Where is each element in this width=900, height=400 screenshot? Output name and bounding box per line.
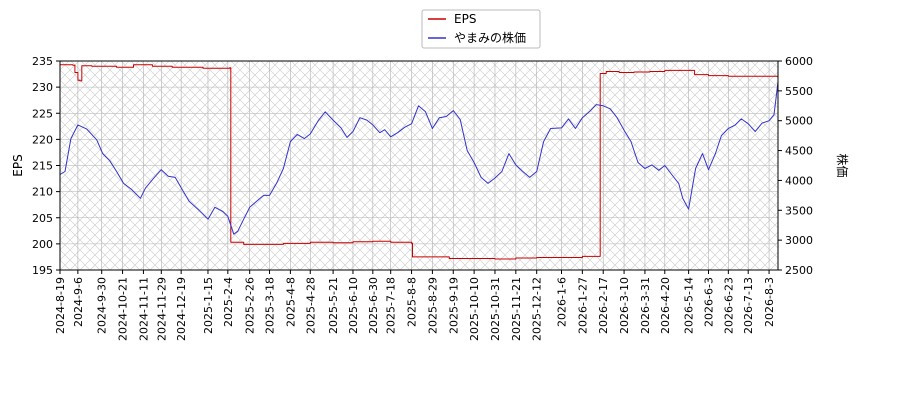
- x-tick-label: 2024-9-6: [72, 277, 85, 327]
- left-tick-label: 210: [32, 186, 53, 199]
- x-tick-label: 2025-1-15: [202, 277, 215, 334]
- left-axis-title: EPS: [11, 154, 25, 176]
- right-tick-label: 4500: [785, 145, 813, 158]
- x-tick-label: 2025-10-31: [489, 277, 502, 341]
- x-tick-label: 2025-2-4: [222, 277, 235, 327]
- x-tick-label: 2025-8-29: [426, 277, 439, 334]
- legend: EPS やまみの株価: [421, 9, 541, 49]
- x-tick-label: 2026-6-23: [722, 277, 735, 334]
- right-tick-label: 4000: [785, 174, 813, 187]
- x-tick-label: 2025-12-12: [531, 277, 544, 341]
- x-tick-label: 2025-6-10: [347, 277, 360, 334]
- legend-box: [421, 9, 541, 49]
- right-tick-label: 3000: [785, 234, 813, 247]
- x-tick-label: 2026-7-13: [742, 277, 755, 334]
- x-tick-label: 2026-8-3: [763, 277, 776, 327]
- right-tick-label: 5500: [785, 85, 813, 98]
- x-tick-label: 2025-3-18: [264, 277, 277, 334]
- x-tick-label: 2025-2-26: [244, 277, 257, 334]
- x-tick-label: 2025-5-21: [327, 277, 340, 334]
- x-tick-label: 2025-4-28: [304, 277, 317, 334]
- right-tick-label: 2500: [785, 264, 813, 277]
- x-tick-label: 2026-3-31: [639, 277, 652, 334]
- x-axis: 2024-8-19 2024-9-6 2024-9-30 2024-10-21 2024…: [54, 270, 776, 341]
- legend-label-eps: EPS: [454, 12, 476, 26]
- right-tick-label: 6000: [785, 55, 813, 68]
- legend-label-price: やまみの株価: [454, 30, 526, 45]
- x-tick-label: 2026-4-20: [659, 277, 672, 334]
- right-tick-label: 3500: [785, 204, 813, 217]
- x-tick-label: 2026-5-14: [683, 277, 696, 334]
- x-tick-label: 2025-8-8: [406, 277, 419, 327]
- left-tick-label: 215: [32, 160, 53, 173]
- left-axis: 195 200 205 210 215 220 225 230 235: [32, 55, 60, 277]
- series-layer: [59, 64, 779, 260]
- x-tick-label: 2024-11-29: [155, 277, 168, 341]
- x-tick-label: 2024-9-30: [96, 277, 109, 334]
- price-series-line: [59, 81, 779, 235]
- x-tick-label: 2026-1-27: [576, 277, 589, 334]
- right-axis-title: 株価: [835, 153, 850, 177]
- x-tick-label: 2024-10-21: [117, 277, 130, 341]
- eps-series-line: [60, 64, 778, 260]
- x-tick-label: 2026-6-3: [702, 277, 715, 327]
- left-tick-label: 230: [32, 81, 53, 94]
- x-tick-label: 2025-7-18: [385, 277, 398, 334]
- left-tick-label: 200: [32, 238, 53, 251]
- left-tick-label: 235: [32, 55, 53, 68]
- left-tick-label: 225: [32, 107, 53, 120]
- x-tick-label: 2025-6-30: [367, 277, 380, 334]
- x-tick-label: 2026-3-10: [618, 277, 631, 334]
- x-tick-label: 2025-11-21: [510, 277, 523, 341]
- right-axis: 2500 3000 3500 4000 4500 5000 5500 6000: [778, 55, 813, 277]
- x-tick-label: 2025-10-10: [468, 277, 481, 341]
- x-tick-label: 2026-2-17: [597, 277, 610, 334]
- left-tick-label: 205: [32, 212, 53, 225]
- left-tick-label: 220: [32, 133, 53, 146]
- x-tick-label: 2025-4-8: [284, 277, 297, 327]
- x-tick-label: 2024-8-19: [54, 277, 67, 334]
- x-tick-label: 2024-11-11: [137, 277, 150, 341]
- x-tick-label: 2025-9-19: [447, 277, 460, 334]
- left-tick-label: 195: [32, 264, 53, 277]
- x-tick-label: 2026-1-6: [556, 277, 569, 327]
- x-tick-label: 2024-12-19: [175, 277, 188, 341]
- right-tick-label: 5000: [785, 115, 813, 128]
